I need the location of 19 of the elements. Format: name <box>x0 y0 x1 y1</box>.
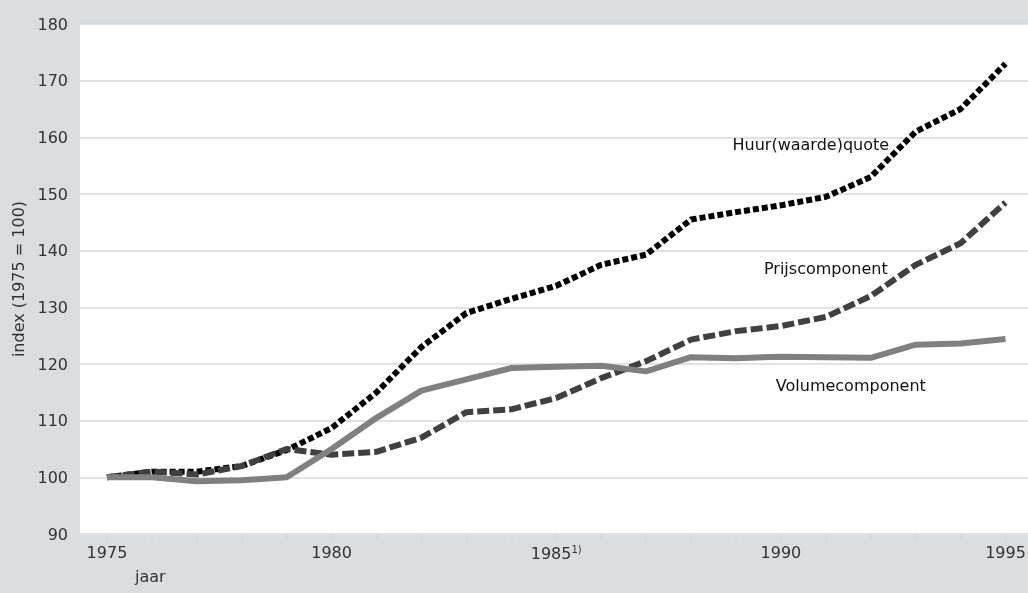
x-axis-title: jaar <box>134 566 167 586</box>
y-tick-label: 130 <box>37 297 68 317</box>
y-tick-label: 170 <box>37 71 68 91</box>
y-tick-label: 100 <box>37 467 68 487</box>
y-axis-title: index (1975 = 100) <box>9 200 29 358</box>
y-tick-label: 150 <box>37 184 68 204</box>
y-tick-label: 120 <box>37 354 68 374</box>
x-tick-label: 1975 <box>86 542 128 562</box>
y-tick-label: 110 <box>37 411 68 431</box>
y-tick-label: 90 <box>47 524 68 544</box>
series-label: Volumecomponent <box>775 375 926 395</box>
x-tick-label: 1980 <box>311 542 352 562</box>
series-label: Huur(waarde)quote <box>732 135 890 155</box>
series-label: Prijscomponent <box>763 259 888 279</box>
x-tick-label: 1995 <box>985 542 1026 562</box>
y-tick-label: 140 <box>37 241 68 261</box>
y-tick-label: 160 <box>37 127 68 147</box>
y-tick-label: 180 <box>37 14 68 34</box>
x-tick-label: 1990 <box>760 542 802 562</box>
